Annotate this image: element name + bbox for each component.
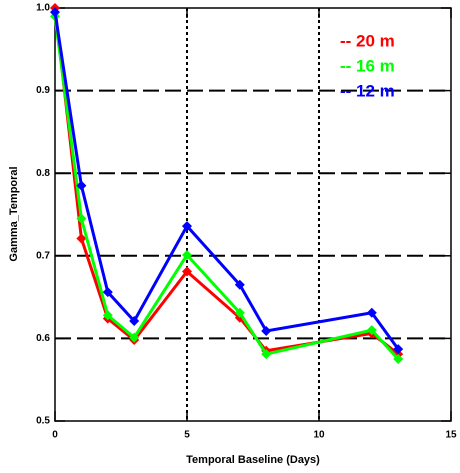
point [76, 213, 87, 224]
point [234, 279, 245, 290]
y-tick-label: 0.5 [36, 416, 50, 427]
plot-frame [54, 7, 452, 422]
point [102, 287, 113, 298]
y-tick-label: 1.0 [36, 3, 50, 14]
legend-label: -- 16 m [340, 56, 395, 75]
x-axis-label: Temporal Baseline (Days) [186, 454, 320, 466]
point [261, 349, 272, 360]
x-tick-label: 5 [184, 430, 190, 441]
point [366, 325, 377, 336]
point [129, 332, 140, 343]
x-tick-label: 10 [313, 430, 325, 441]
y-tick-label: 0.6 [36, 333, 50, 344]
point [76, 180, 87, 191]
point [393, 354, 404, 365]
point [76, 233, 87, 244]
y-tick-label: 0.7 [36, 250, 50, 261]
point [366, 307, 377, 318]
point [182, 266, 192, 277]
point [182, 249, 192, 260]
point [234, 307, 245, 318]
point [393, 344, 404, 355]
y-tick-label: 0.8 [36, 168, 50, 179]
y-tick-label: 0.9 [36, 85, 50, 96]
legend-label: -- 12 m [340, 81, 395, 100]
y-axis-label: Gamma_Temporal [8, 166, 20, 261]
legend-label: -- 20 m [340, 31, 395, 50]
x-tick-label: 0 [52, 430, 58, 441]
point [261, 325, 272, 336]
x-tick-label: 15 [445, 430, 457, 441]
point [102, 310, 113, 321]
point [50, 7, 60, 18]
point [182, 221, 192, 232]
point [129, 316, 140, 327]
